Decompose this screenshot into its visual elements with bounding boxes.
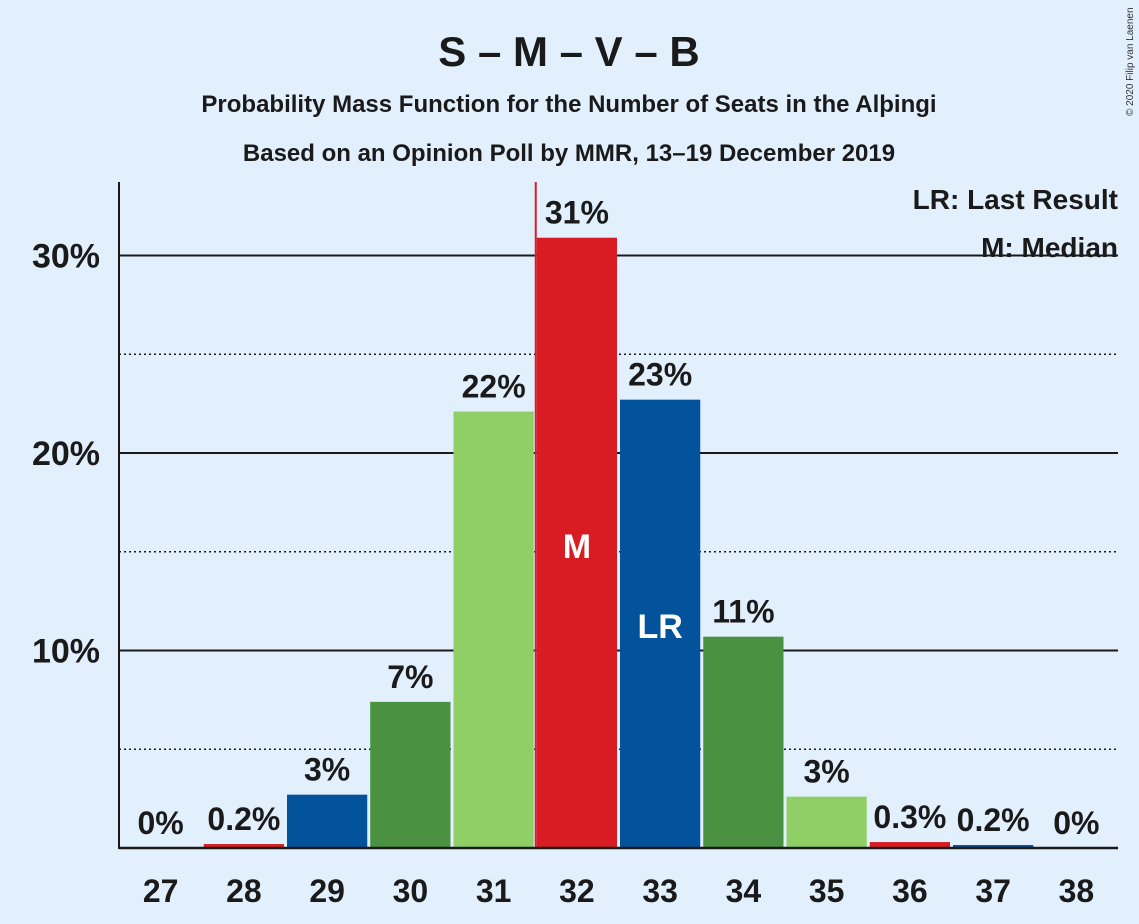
bar bbox=[703, 636, 784, 848]
x-tick-label: 30 bbox=[393, 873, 429, 909]
legend-median: M: Median bbox=[981, 232, 1118, 263]
median-marker-label: M bbox=[563, 528, 591, 566]
bar-value-label: 23% bbox=[628, 357, 692, 393]
x-tick-label: 37 bbox=[975, 873, 1011, 909]
bar-value-label: 3% bbox=[304, 752, 350, 788]
bar bbox=[287, 794, 368, 848]
x-tick-label: 34 bbox=[726, 873, 762, 909]
bar bbox=[536, 237, 617, 849]
bar-value-label: 22% bbox=[462, 369, 526, 405]
bar-value-label: 31% bbox=[545, 195, 609, 231]
bar-value-label: 7% bbox=[387, 659, 433, 695]
bar bbox=[620, 399, 701, 848]
x-tick-label: 31 bbox=[476, 873, 512, 909]
x-tick-label: 29 bbox=[309, 873, 345, 909]
bar-value-label: 0.3% bbox=[873, 799, 946, 835]
bar bbox=[370, 701, 451, 848]
x-tick-label: 28 bbox=[226, 873, 262, 909]
chart-title: S – M – V – B bbox=[438, 28, 699, 75]
bar-value-label: 0.2% bbox=[207, 801, 280, 837]
y-tick-label: 20% bbox=[32, 435, 100, 473]
bar-value-label: 3% bbox=[804, 754, 850, 790]
bar bbox=[869, 842, 950, 848]
x-tick-label: 32 bbox=[559, 873, 595, 909]
axes: 10% 20% 30% 27 28 29 30 31 32 33 34 35 36 37 38 bbox=[32, 182, 1118, 909]
bar-value-label: 0.2% bbox=[957, 802, 1030, 838]
x-tick-label: 35 bbox=[809, 873, 845, 909]
bar bbox=[786, 796, 867, 848]
chart-subtitle-2: Based on an Opinion Poll by MMR, 13–19 D… bbox=[243, 140, 895, 167]
bars bbox=[203, 182, 1034, 849]
bar-value-label: 0% bbox=[138, 805, 184, 841]
gridlines bbox=[119, 254, 1118, 750]
copyright-credit: © 2020 Filip van Laenen bbox=[1125, 7, 1136, 116]
chart-subtitle: Probability Mass Function for the Number… bbox=[201, 91, 936, 118]
x-tick-label: 36 bbox=[892, 873, 928, 909]
bar bbox=[203, 844, 284, 848]
y-tick-label: 30% bbox=[32, 238, 100, 276]
bar bbox=[453, 411, 534, 848]
last-result-marker-label: LR bbox=[637, 608, 682, 646]
y-tick-label: 10% bbox=[32, 633, 100, 671]
x-tick-label: 33 bbox=[642, 873, 678, 909]
bar bbox=[953, 845, 1034, 848]
bar-value-label: 0% bbox=[1053, 805, 1099, 841]
x-tick-label: 27 bbox=[143, 873, 179, 909]
legend-last-result: LR: Last Result bbox=[913, 184, 1118, 215]
data-labels: M LR 0% 0.2% 3% 7% 22% 31% 23% 11% 3% 0.3% 0.2% 0% bbox=[138, 195, 1100, 841]
bar-value-label: 11% bbox=[712, 594, 774, 630]
x-tick-label: 38 bbox=[1059, 873, 1095, 909]
